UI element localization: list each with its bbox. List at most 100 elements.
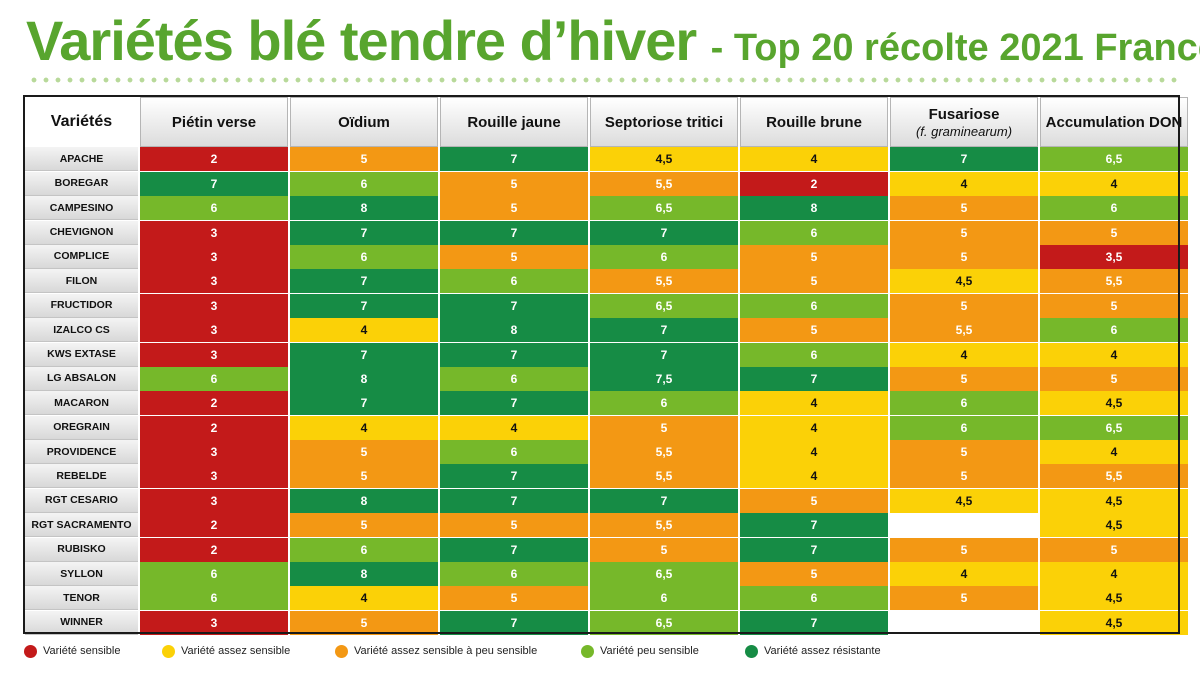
column-header-label: Rouille brune [766, 113, 862, 131]
legend-item: Variété assez résistante [745, 644, 945, 658]
variety-name: IZALCO CS [25, 318, 138, 343]
score-cell: 6 [140, 562, 288, 587]
score-cell: 5 [290, 610, 438, 635]
title-main: Variétés blé tendre d’hiver [26, 9, 697, 72]
score-cell: 4 [290, 586, 438, 611]
column-header: Oïdium [290, 97, 438, 147]
legend-label: Variété assez sensible à peu sensible [354, 645, 538, 657]
score-cell: 5 [290, 440, 438, 465]
title-sub: - Top 20 récolte 2021 France [710, 27, 1200, 69]
score-cell: 6 [890, 391, 1038, 416]
column-header: Accumulation DON [1040, 97, 1188, 147]
score-cell: 5 [890, 366, 1038, 391]
score-cell: 6 [140, 196, 288, 221]
legend-label: Variété assez résistante [764, 645, 881, 657]
score-cell: 4,5 [1040, 610, 1188, 635]
score-cell: 7 [290, 269, 438, 294]
score-cell: 7 [440, 488, 588, 513]
varieties-table: Variétés Piétin verse Oïdium Rouille jaune S… [23, 95, 1188, 635]
variety-name: BOREGAR [25, 171, 138, 196]
score-cell: 3 [140, 342, 288, 367]
variety-name: MACARON [25, 391, 138, 416]
legend-swatch [162, 644, 175, 658]
column-header: Variétés [25, 97, 138, 147]
score-cell: 5 [440, 244, 588, 269]
score-cell: 4,5 [1040, 488, 1188, 513]
score-cell: 4 [290, 318, 438, 343]
score-cell: 7 [440, 147, 588, 172]
score-cell [890, 610, 1038, 635]
score-cell: 6 [740, 342, 888, 367]
dotted-divider [28, 76, 1180, 84]
score-cell: 6 [590, 586, 738, 611]
variety-name: WINNER [25, 610, 138, 635]
score-cell: 2 [140, 147, 288, 172]
variety-name: TENOR [25, 586, 138, 611]
score-cell: 8 [440, 318, 588, 343]
score-cell: 4 [890, 342, 1038, 367]
legend-swatch [24, 644, 37, 658]
variety-name: LG ABSALON [25, 366, 138, 391]
score-cell: 4,5 [1040, 391, 1188, 416]
score-cell: 4 [1040, 171, 1188, 196]
score-cell: 3 [140, 269, 288, 294]
score-cell: 5 [440, 171, 588, 196]
column-header: Rouille jaune [440, 97, 588, 147]
legend-swatch [335, 644, 348, 658]
score-cell: 4,5 [1040, 513, 1188, 538]
variety-name: RGT SACRAMENTO [25, 513, 138, 538]
column-header: Rouille brune [740, 97, 888, 147]
score-cell: 4 [740, 464, 888, 489]
score-cell: 5 [890, 220, 1038, 245]
score-cell: 3,5 [1040, 244, 1188, 269]
score-cell: 8 [290, 562, 438, 587]
score-cell: 5 [590, 415, 738, 440]
score-cell: 7,5 [590, 366, 738, 391]
score-cell: 6 [740, 293, 888, 318]
column-header: Fusariose (f. graminearum) [890, 97, 1038, 147]
score-cell: 4 [1040, 440, 1188, 465]
column-header-label: Rouille jaune [467, 113, 561, 131]
score-cell: 5 [890, 586, 1038, 611]
score-cell: 8 [290, 366, 438, 391]
score-cell: 6,5 [1040, 147, 1188, 172]
score-cell: 3 [140, 244, 288, 269]
score-cell: 4,5 [590, 147, 738, 172]
score-cell: 7 [290, 342, 438, 367]
variety-name: COMPLICE [25, 244, 138, 269]
score-cell: 5,5 [590, 269, 738, 294]
score-cell: 8 [740, 196, 888, 221]
variety-name: CHEVIGNON [25, 220, 138, 245]
score-cell: 3 [140, 220, 288, 245]
score-cell: 2 [140, 415, 288, 440]
column-header-label: Piétin verse [171, 113, 257, 131]
score-cell: 5,5 [890, 318, 1038, 343]
score-cell: 3 [140, 293, 288, 318]
legend: Variété sensible Variété assez sensible Va… [24, 642, 1124, 660]
score-cell: 7 [590, 488, 738, 513]
score-cell: 6,5 [590, 293, 738, 318]
variety-name: FRUCTIDOR [25, 293, 138, 318]
score-cell: 6 [140, 586, 288, 611]
variety-name: CAMPESINO [25, 196, 138, 221]
score-cell: 6,5 [590, 196, 738, 221]
score-cell: 4 [740, 391, 888, 416]
score-cell: 5 [440, 196, 588, 221]
score-cell: 4,5 [890, 269, 1038, 294]
column-header-label: Oïdium [338, 113, 390, 131]
score-cell: 5 [440, 586, 588, 611]
score-cell: 2 [140, 513, 288, 538]
score-cell: 3 [140, 610, 288, 635]
score-cell: 7 [890, 147, 1038, 172]
score-cell: 5 [1040, 537, 1188, 562]
page-title: Variétés blé tendre d’hiver - Top 20 réc… [26, 8, 1200, 74]
score-cell: 6 [140, 366, 288, 391]
score-cell: 5,5 [590, 464, 738, 489]
score-cell: 3 [140, 440, 288, 465]
column-header-label: Fusariose [928, 105, 1000, 123]
legend-label: Variété sensible [43, 645, 121, 657]
score-cell: 7 [740, 537, 888, 562]
column-header-sublabel: (f. graminearum) [915, 123, 1013, 139]
score-cell: 5 [740, 244, 888, 269]
column-header-label: Septoriose tritici [604, 113, 724, 131]
